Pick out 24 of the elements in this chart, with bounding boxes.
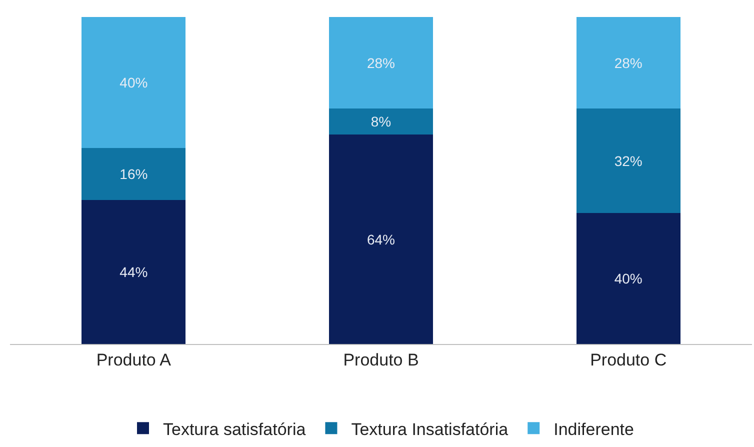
bar <box>82 200 186 344</box>
bar <box>329 134 433 344</box>
bar <box>329 17 433 109</box>
legend-label: Indiferente <box>554 420 634 439</box>
data-label: 28% <box>614 54 642 71</box>
bar <box>576 108 680 214</box>
data-label: 8% <box>370 114 392 130</box>
bar <box>82 148 186 200</box>
x-tick-label: Produto A <box>96 350 172 370</box>
data-label: 44% <box>120 264 148 280</box>
bar <box>82 17 186 148</box>
data-label: 40% <box>614 270 642 287</box>
data-label: 40% <box>120 74 148 90</box>
x-tick-label: Produto C <box>590 350 667 370</box>
x-tick-label: Produto B <box>343 350 419 370</box>
bar <box>329 108 433 135</box>
legend-label: Textura Insatisfatória <box>351 420 509 439</box>
data-label: 28% <box>366 54 396 71</box>
bar <box>576 213 680 344</box>
data-label: 64% <box>366 231 396 248</box>
data-label: 16% <box>120 166 148 182</box>
data-label: 32% <box>614 152 642 169</box>
bar <box>576 17 680 109</box>
legend-label: Textura satisfatória <box>163 420 306 439</box>
